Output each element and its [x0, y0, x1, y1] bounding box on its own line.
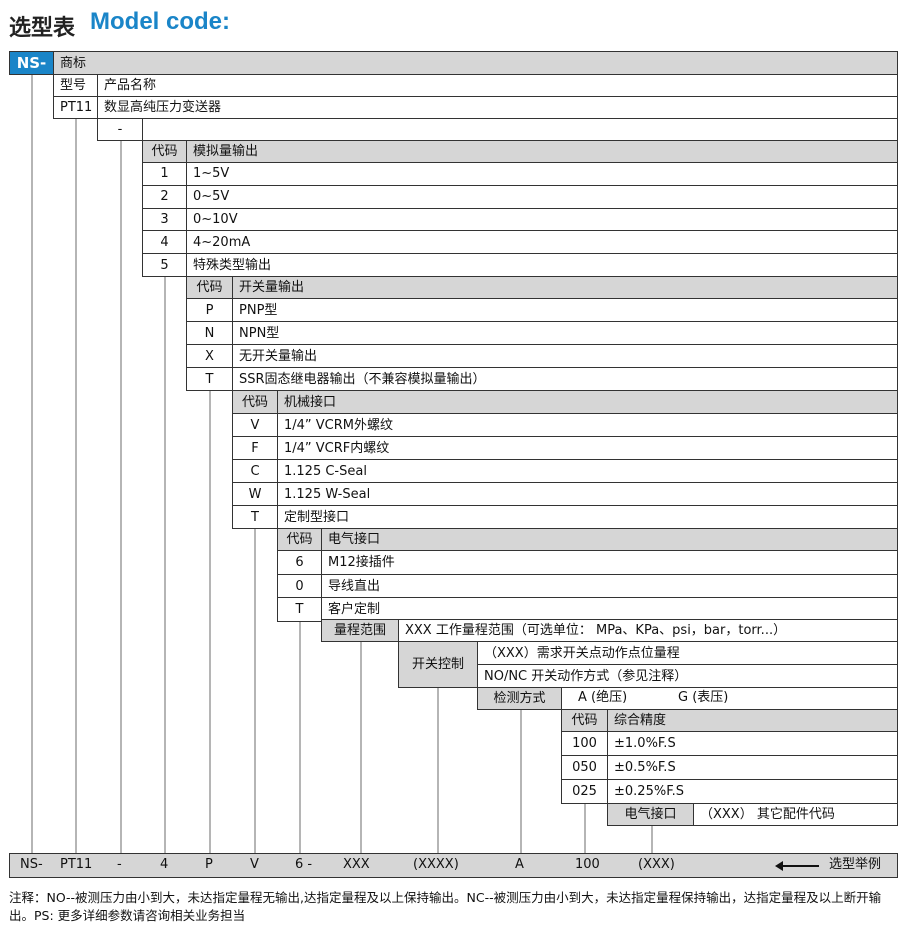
separator-blank: [142, 118, 898, 141]
analog-row-label: 特殊类型输出: [186, 253, 898, 277]
switch-control-row: （XXX）需求开关点动作点位量程: [477, 641, 898, 665]
detection-label: 检测方式: [477, 687, 562, 710]
electrical-row-label: 导线直出: [321, 573, 898, 599]
accuracy-row-label: ±0.5%F.S: [607, 755, 898, 780]
accessory-text: （XXX） 其它配件代码: [693, 803, 898, 826]
connector-line: [651, 826, 653, 853]
electrical-row-label: 客户定制: [321, 597, 898, 623]
connector-line: [31, 75, 33, 853]
mechanical-row-code: W: [232, 482, 278, 506]
accuracy-row-label: ±1.0%F.S: [607, 731, 898, 756]
example-item: NS-: [20, 857, 43, 872]
example-bar: [9, 853, 898, 878]
analog-row-code: 3: [142, 207, 187, 232]
accuracy-row-label: ±0.25%F.S: [607, 779, 898, 804]
switch-output-row-label: 无开关量输出: [232, 344, 898, 368]
accuracy-header-label: 综合精度: [607, 709, 898, 732]
switch-output-row-code: P: [186, 298, 233, 322]
mechanical-row-label: 1/4” VCRF内螺纹: [277, 436, 898, 460]
connector-line: [120, 141, 122, 853]
model-header-name: 产品名称: [97, 74, 898, 97]
switch-output-header-code: 代码: [186, 276, 233, 299]
switch-output-row-code: X: [186, 344, 233, 368]
mechanical-row-label: 1.125 C-Seal: [277, 459, 898, 483]
analog-row-code: 1: [142, 162, 187, 186]
connector-line: [254, 529, 256, 853]
switch-output-row-code: N: [186, 321, 233, 345]
connector-line: [209, 391, 211, 853]
connector-line: [164, 277, 166, 853]
analog-header-label: 模拟量输出: [186, 140, 898, 163]
electrical-row-code: 6: [277, 550, 322, 575]
electrical-row-label: M12接插件: [321, 550, 898, 575]
title-en: Model code:: [90, 8, 231, 35]
footnote: 注释：NO--被测压力由小到大，未达指定量程无输出,达指定量程及以上保持输出。N…: [9, 890, 882, 923]
accuracy-row-code: 050: [561, 755, 608, 780]
example-item: (XXX): [638, 857, 675, 872]
mechanical-header-code: 代码: [232, 390, 278, 414]
brand-code: NS-: [9, 51, 54, 75]
example-item: -: [117, 857, 122, 872]
mechanical-row-label: 定制型接口: [277, 505, 898, 529]
analog-row-label: 0~5V: [186, 184, 898, 209]
connector-line: [520, 710, 522, 853]
mechanical-row-label: 1.125 W-Seal: [277, 482, 898, 506]
connector-line: [360, 642, 362, 853]
mechanical-row-code: T: [232, 505, 278, 529]
electrical-row-code: 0: [277, 573, 322, 599]
switch-output-header-label: 开关量输出: [232, 276, 898, 299]
switch-control-row: NO/NC 开关动作方式（参见注释）: [477, 664, 898, 688]
connector-line: [299, 620, 301, 853]
example-item: 6 -: [295, 857, 313, 872]
separator-cell: -: [97, 118, 143, 141]
mechanical-row-code: C: [232, 459, 278, 483]
range-text: XXX 工作量程范围（可选单位： MPa、KPa、psi，bar，torr...…: [398, 619, 898, 642]
accuracy-row-code: 100: [561, 731, 608, 756]
example-label: 选型举例: [829, 857, 882, 872]
model-name: 数显高纯压力变送器: [97, 96, 898, 119]
example-item: A: [515, 857, 524, 872]
analog-header-code: 代码: [142, 140, 187, 163]
switch-output-row-label: PNP型: [232, 298, 898, 322]
accuracy-row-code: 025: [561, 779, 608, 804]
connector-line: [584, 804, 586, 853]
model-code: PT11: [53, 96, 98, 119]
example-item: PT11: [60, 857, 93, 872]
electrical-row-code: T: [277, 597, 322, 623]
electrical-header-code: 代码: [277, 528, 322, 551]
range-label: 量程范围: [321, 619, 399, 642]
switch-control-label: 开关控制: [398, 641, 478, 688]
title-cn: 选型表: [9, 16, 76, 41]
switch-output-row-code: T: [186, 367, 233, 391]
mechanical-header-label: 机械接口: [277, 390, 898, 414]
mechanical-row-code: F: [232, 436, 278, 460]
analog-row-code: 4: [142, 230, 187, 255]
brand-label: 商标: [53, 51, 898, 75]
analog-row-code: 5: [142, 253, 187, 277]
analog-row-label: 0~10V: [186, 207, 898, 232]
example-item: 100: [575, 857, 600, 872]
example-item: V: [250, 857, 259, 872]
detection-option: A (绝压): [578, 690, 628, 705]
analog-row-code: 2: [142, 184, 187, 209]
connector-line: [437, 688, 439, 853]
accuracy-header-code: 代码: [561, 709, 608, 732]
connector-line: [75, 119, 77, 853]
analog-row-label: 4~20mA: [186, 230, 898, 255]
example-item: XXX: [343, 857, 370, 872]
switch-output-row-label: SSR固态继电器输出（不兼容模拟量输出）: [232, 367, 898, 391]
electrical-header-label: 电气接口: [321, 528, 898, 551]
example-item: (XXXX): [413, 857, 459, 872]
arrow-left-icon: [775, 861, 819, 871]
switch-output-row-label: NPN型: [232, 321, 898, 345]
detection-option: G (表压): [678, 690, 729, 705]
example-item: 4: [160, 857, 169, 872]
model-header-code: 型号: [53, 74, 98, 97]
analog-row-label: 1~5V: [186, 162, 898, 186]
example-item: P: [205, 857, 213, 872]
accessory-label: 电气接口: [607, 803, 694, 826]
mechanical-row-code: V: [232, 413, 278, 437]
mechanical-row-label: 1/4” VCRM外螺纹: [277, 413, 898, 437]
